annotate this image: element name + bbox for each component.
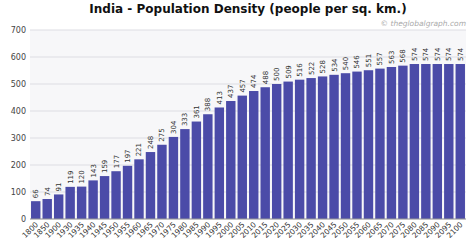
bar: [444, 64, 453, 219]
bar: [215, 107, 224, 219]
bar: [134, 159, 143, 219]
data-label: 388: [204, 98, 212, 111]
data-label: 66: [32, 189, 40, 198]
y-tick-label: 100: [11, 188, 26, 197]
data-label: 248: [147, 136, 155, 149]
bar: [364, 70, 373, 219]
data-label: 177: [113, 155, 121, 168]
chart-title: India - Population Density (people per s…: [89, 2, 406, 16]
y-tick-label: 300: [11, 134, 26, 143]
data-label: 488: [262, 71, 270, 84]
bar: [65, 187, 74, 219]
bar: [111, 171, 120, 219]
bar: [31, 201, 40, 219]
bar: [283, 82, 292, 219]
data-label: 304: [170, 120, 178, 134]
data-label: 522: [308, 62, 316, 75]
bar: [192, 122, 201, 219]
data-label: 143: [90, 164, 98, 177]
bar: [203, 114, 212, 219]
bar: [261, 87, 270, 219]
chart-svg: 0 100 200 300 400 500 600 700 66 7491 119120 143159…: [0, 0, 474, 249]
grid-line: [30, 219, 466, 220]
data-label: 546: [354, 55, 362, 69]
data-label: 574: [411, 47, 419, 61]
bar: [123, 166, 132, 219]
data-label: 516: [296, 63, 304, 77]
y-grid: [30, 30, 466, 219]
y-tick-label: 200: [11, 161, 26, 170]
bar: [226, 101, 235, 219]
y-tick-label: 500: [11, 80, 26, 89]
data-label: 74: [44, 187, 52, 196]
bar: [54, 194, 63, 219]
bar: [329, 75, 338, 219]
bar: [77, 187, 86, 219]
y-tick-label: 400: [11, 107, 26, 116]
bar: [100, 176, 109, 219]
bar: [249, 91, 258, 219]
watermark: © theglobalgraph.com: [381, 19, 466, 28]
bar: [157, 145, 166, 219]
bar: [306, 78, 315, 219]
data-label: 568: [399, 49, 407, 62]
data-label: 361: [193, 105, 201, 118]
bar: [238, 96, 247, 219]
data-label: 275: [158, 128, 166, 141]
data-label: 509: [285, 65, 293, 78]
y-ticks: 0 100 200 300 400 500 600 700: [11, 26, 26, 224]
data-label: 119: [67, 170, 75, 183]
y-tick-label: 600: [11, 53, 26, 62]
data-label: 574: [457, 47, 465, 61]
data-label: 500: [273, 68, 281, 81]
data-label: 551: [365, 54, 373, 67]
x-axis: 1800185019001930193519401945195019551960…: [20, 219, 466, 240]
bar: [169, 137, 178, 219]
bar: [433, 64, 442, 219]
data-label: 574: [445, 47, 453, 61]
bar: [387, 67, 396, 219]
bar: [88, 180, 97, 219]
x-tick-label: 2100: [445, 220, 465, 240]
data-label: 557: [376, 52, 384, 65]
bar: [398, 66, 407, 219]
data-label: 91: [55, 183, 63, 192]
data-label: 457: [239, 79, 247, 92]
data-label: 437: [227, 85, 235, 98]
data-label: 159: [101, 160, 109, 173]
data-label: 534: [331, 58, 339, 72]
data-label: 574: [422, 47, 430, 61]
data-label: 540: [342, 57, 350, 70]
bar: [272, 84, 281, 219]
data-label: 563: [388, 51, 396, 64]
y-tick-label: 0: [21, 215, 26, 224]
bars: [31, 64, 465, 219]
bar: [375, 69, 384, 219]
data-labels: 66 7491 119120 143159 177197 221248275 304333 3…: [32, 47, 465, 198]
grid-line: [30, 30, 466, 31]
chart-container: 0 100 200 300 400 500 600 700 66 7491 119120 143159…: [0, 0, 474, 249]
bar: [295, 80, 304, 219]
bar: [421, 64, 430, 219]
bar: [180, 129, 189, 219]
data-label: 528: [319, 60, 327, 73]
data-label: 474: [250, 74, 258, 88]
data-label: 574: [434, 47, 442, 61]
data-label: 120: [78, 170, 86, 183]
bar: [456, 64, 465, 219]
data-label: 197: [124, 149, 132, 162]
bar: [146, 152, 155, 219]
plot-background: [30, 30, 466, 219]
bar: [410, 64, 419, 219]
bar: [43, 199, 52, 219]
bar: [352, 72, 361, 219]
bar: [318, 76, 327, 219]
y-tick-label: 700: [11, 26, 26, 35]
x-axis-line: [30, 219, 466, 220]
bar: [341, 73, 350, 219]
data-label: 333: [181, 113, 189, 126]
data-label: 221: [136, 143, 144, 156]
data-label: 413: [216, 91, 224, 104]
